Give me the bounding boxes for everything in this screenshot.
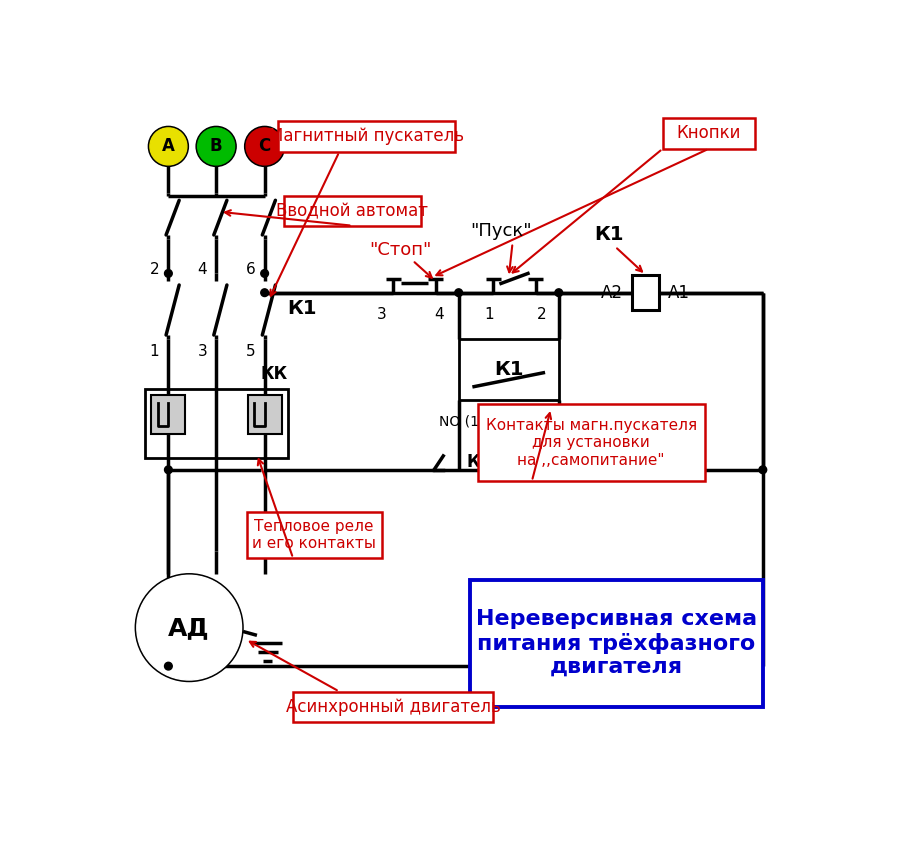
Circle shape: [165, 270, 172, 277]
Text: К1: К1: [594, 225, 623, 244]
Text: 1: 1: [150, 344, 159, 359]
Bar: [248, 395, 281, 434]
Text: Кнопки: Кнопки: [677, 124, 741, 142]
Circle shape: [136, 574, 243, 681]
Text: 4: 4: [435, 307, 444, 322]
Text: A: A: [162, 137, 175, 155]
Bar: [151, 395, 186, 434]
Circle shape: [197, 128, 235, 165]
Text: C: C: [258, 137, 271, 155]
Text: Нереверсивная схема
питания трёхфазного
двигателя: Нереверсивная схема питания трёхфазного …: [476, 610, 757, 677]
Bar: [632, 275, 659, 310]
Text: 3: 3: [377, 307, 387, 322]
Text: 5: 5: [246, 344, 256, 359]
Circle shape: [197, 127, 237, 166]
Text: NO (14): NO (14): [440, 414, 493, 428]
Text: КК: КК: [261, 365, 288, 382]
Bar: [478, 404, 705, 481]
Bar: [247, 512, 381, 558]
Bar: [293, 692, 493, 722]
Text: 1: 1: [485, 307, 494, 322]
Text: К1: К1: [288, 298, 318, 317]
Text: А2: А2: [601, 284, 622, 302]
Circle shape: [165, 662, 172, 670]
Bar: [146, 389, 288, 459]
Bar: [470, 580, 763, 707]
Text: "Стоп": "Стоп": [369, 241, 432, 259]
Bar: [284, 197, 421, 225]
Circle shape: [759, 466, 766, 473]
Text: 3: 3: [197, 344, 207, 359]
Circle shape: [136, 576, 241, 680]
Text: К1: К1: [494, 360, 523, 379]
Text: Тепловое реле
и его контакты: Тепловое реле и его контакты: [252, 519, 376, 551]
Text: Контакты магн.пускателя
для установки
на ,,самопитание": Контакты магн.пускателя для установки на…: [486, 418, 697, 467]
Bar: [662, 118, 755, 149]
Circle shape: [246, 128, 283, 165]
Text: 2: 2: [150, 263, 159, 277]
Text: NO (13): NO (13): [540, 414, 593, 428]
Circle shape: [148, 127, 188, 166]
Text: 2: 2: [537, 307, 547, 322]
Text: "Пуск": "Пуск": [470, 222, 531, 240]
Text: Асинхронный двигатель: Асинхронный двигатель: [286, 698, 501, 716]
Bar: [278, 121, 455, 152]
Text: Магнитный пускатель: Магнитный пускатель: [268, 127, 464, 146]
Text: АД: АД: [168, 616, 210, 640]
Circle shape: [165, 466, 172, 473]
Text: КК: КК: [466, 453, 493, 471]
Text: B: B: [210, 137, 222, 155]
Text: Вводной автомат: Вводной автомат: [277, 202, 429, 220]
Circle shape: [555, 289, 562, 297]
Text: 6: 6: [246, 263, 256, 277]
Text: А1: А1: [668, 284, 690, 302]
Text: 4: 4: [197, 263, 207, 277]
Circle shape: [261, 289, 268, 297]
Circle shape: [261, 270, 268, 277]
Circle shape: [455, 289, 462, 297]
Bar: [459, 339, 559, 401]
Circle shape: [150, 128, 187, 165]
Circle shape: [245, 127, 285, 166]
